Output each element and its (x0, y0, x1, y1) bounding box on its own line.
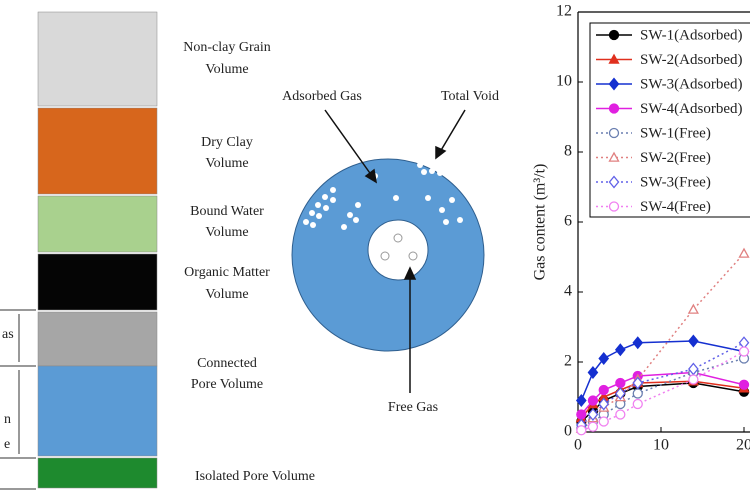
side-label: as (2, 327, 14, 342)
y-tick-label: 10 (556, 73, 572, 90)
volume-column (37, 11, 158, 489)
volume-label: Pore Volume (191, 377, 263, 392)
volume-label: Isolated Pore Volume (195, 469, 315, 484)
point (608, 103, 620, 114)
point (688, 334, 699, 348)
point (576, 409, 587, 420)
point (615, 409, 626, 420)
point (587, 365, 599, 380)
arrows (324, 109, 466, 393)
point (632, 376, 644, 390)
free-pore (367, 219, 429, 281)
point (738, 247, 750, 258)
volume-label: Volume (205, 225, 248, 240)
volume-label: Volume (205, 62, 248, 77)
y-tick-label: 6 (564, 213, 572, 230)
x-tick-label: 20 (736, 437, 750, 454)
y-tick-label: 0 (564, 423, 572, 440)
point (614, 386, 626, 401)
volume-block (37, 11, 158, 107)
gas-molecule (380, 251, 390, 261)
line-chart: 0 2 4 6 8 10 12 0 10 20 Gas content (m³/t) SW-1(Ads… (532, 3, 750, 454)
point (632, 398, 643, 410)
adsorbed-dots (303, 160, 463, 230)
legend-label: SW-2(Adsorbed) (640, 52, 742, 68)
point (598, 351, 610, 366)
legend-label: SW-4(Free) (640, 199, 711, 215)
volume-labels: Non-clay Grain Volume Dry Clay Volume Bo… (183, 40, 315, 484)
diagram-label: Free Gas (388, 400, 438, 415)
point (614, 343, 626, 357)
point (587, 395, 599, 406)
legend-label: SW-1(Free) (640, 125, 711, 141)
volume-label: Non-clay Grain (183, 40, 270, 55)
legend-label: SW-2(Free) (640, 150, 711, 166)
volume-block (37, 365, 158, 457)
gas-molecule (393, 233, 403, 243)
volume-block (37, 457, 158, 489)
point (576, 425, 587, 436)
y-tick-label: 2 (564, 353, 572, 370)
point (615, 377, 626, 389)
y-tick-label: 4 (564, 283, 572, 300)
point (575, 393, 587, 408)
point (632, 336, 644, 350)
point (608, 175, 620, 189)
point (587, 407, 599, 422)
pore-diagram: Adsorbed Gas Total Void Free Gas (282, 89, 499, 415)
gas-molecule (408, 251, 418, 261)
x-tick-label: 10 (653, 437, 669, 454)
volume-label: Volume (205, 156, 248, 171)
point (587, 421, 599, 432)
legend-label: SW-3(Adsorbed) (640, 76, 742, 92)
volume-label: Connected (197, 356, 257, 371)
point (632, 388, 643, 399)
point (608, 77, 620, 91)
point (738, 346, 750, 357)
point (688, 374, 699, 385)
point (738, 379, 750, 390)
legend-label: SW-3(Free) (640, 174, 711, 190)
y-tick-label: 12 (556, 3, 572, 20)
point (608, 29, 620, 41)
diagram-label: Adsorbed Gas (282, 89, 362, 104)
side-label: n (4, 412, 11, 427)
volume-block (37, 253, 158, 311)
side-brackets (0, 309, 36, 490)
point (687, 303, 699, 314)
volume-label: Dry Clay (201, 135, 253, 150)
legend-label: SW-1(Adsorbed) (640, 27, 742, 43)
legend-label: SW-4(Adsorbed) (640, 101, 742, 117)
volume-block (37, 195, 158, 253)
y-axis-label: Gas content (m³/t) (532, 164, 549, 281)
side-label: e (4, 437, 10, 452)
point (598, 416, 609, 427)
volume-label: Bound Water (190, 204, 264, 219)
volume-block (37, 311, 158, 367)
volume-block (37, 107, 158, 195)
point (608, 53, 620, 64)
diagram-label: Total Void (441, 89, 499, 104)
y-tick-label: 8 (564, 143, 572, 160)
volume-label: Volume (205, 287, 248, 302)
point (598, 384, 609, 396)
point (598, 397, 610, 411)
point (608, 151, 620, 162)
volume-label: Organic Matter (184, 265, 270, 280)
x-tick-label: 0 (574, 437, 582, 454)
point (608, 201, 620, 212)
point (608, 127, 620, 139)
